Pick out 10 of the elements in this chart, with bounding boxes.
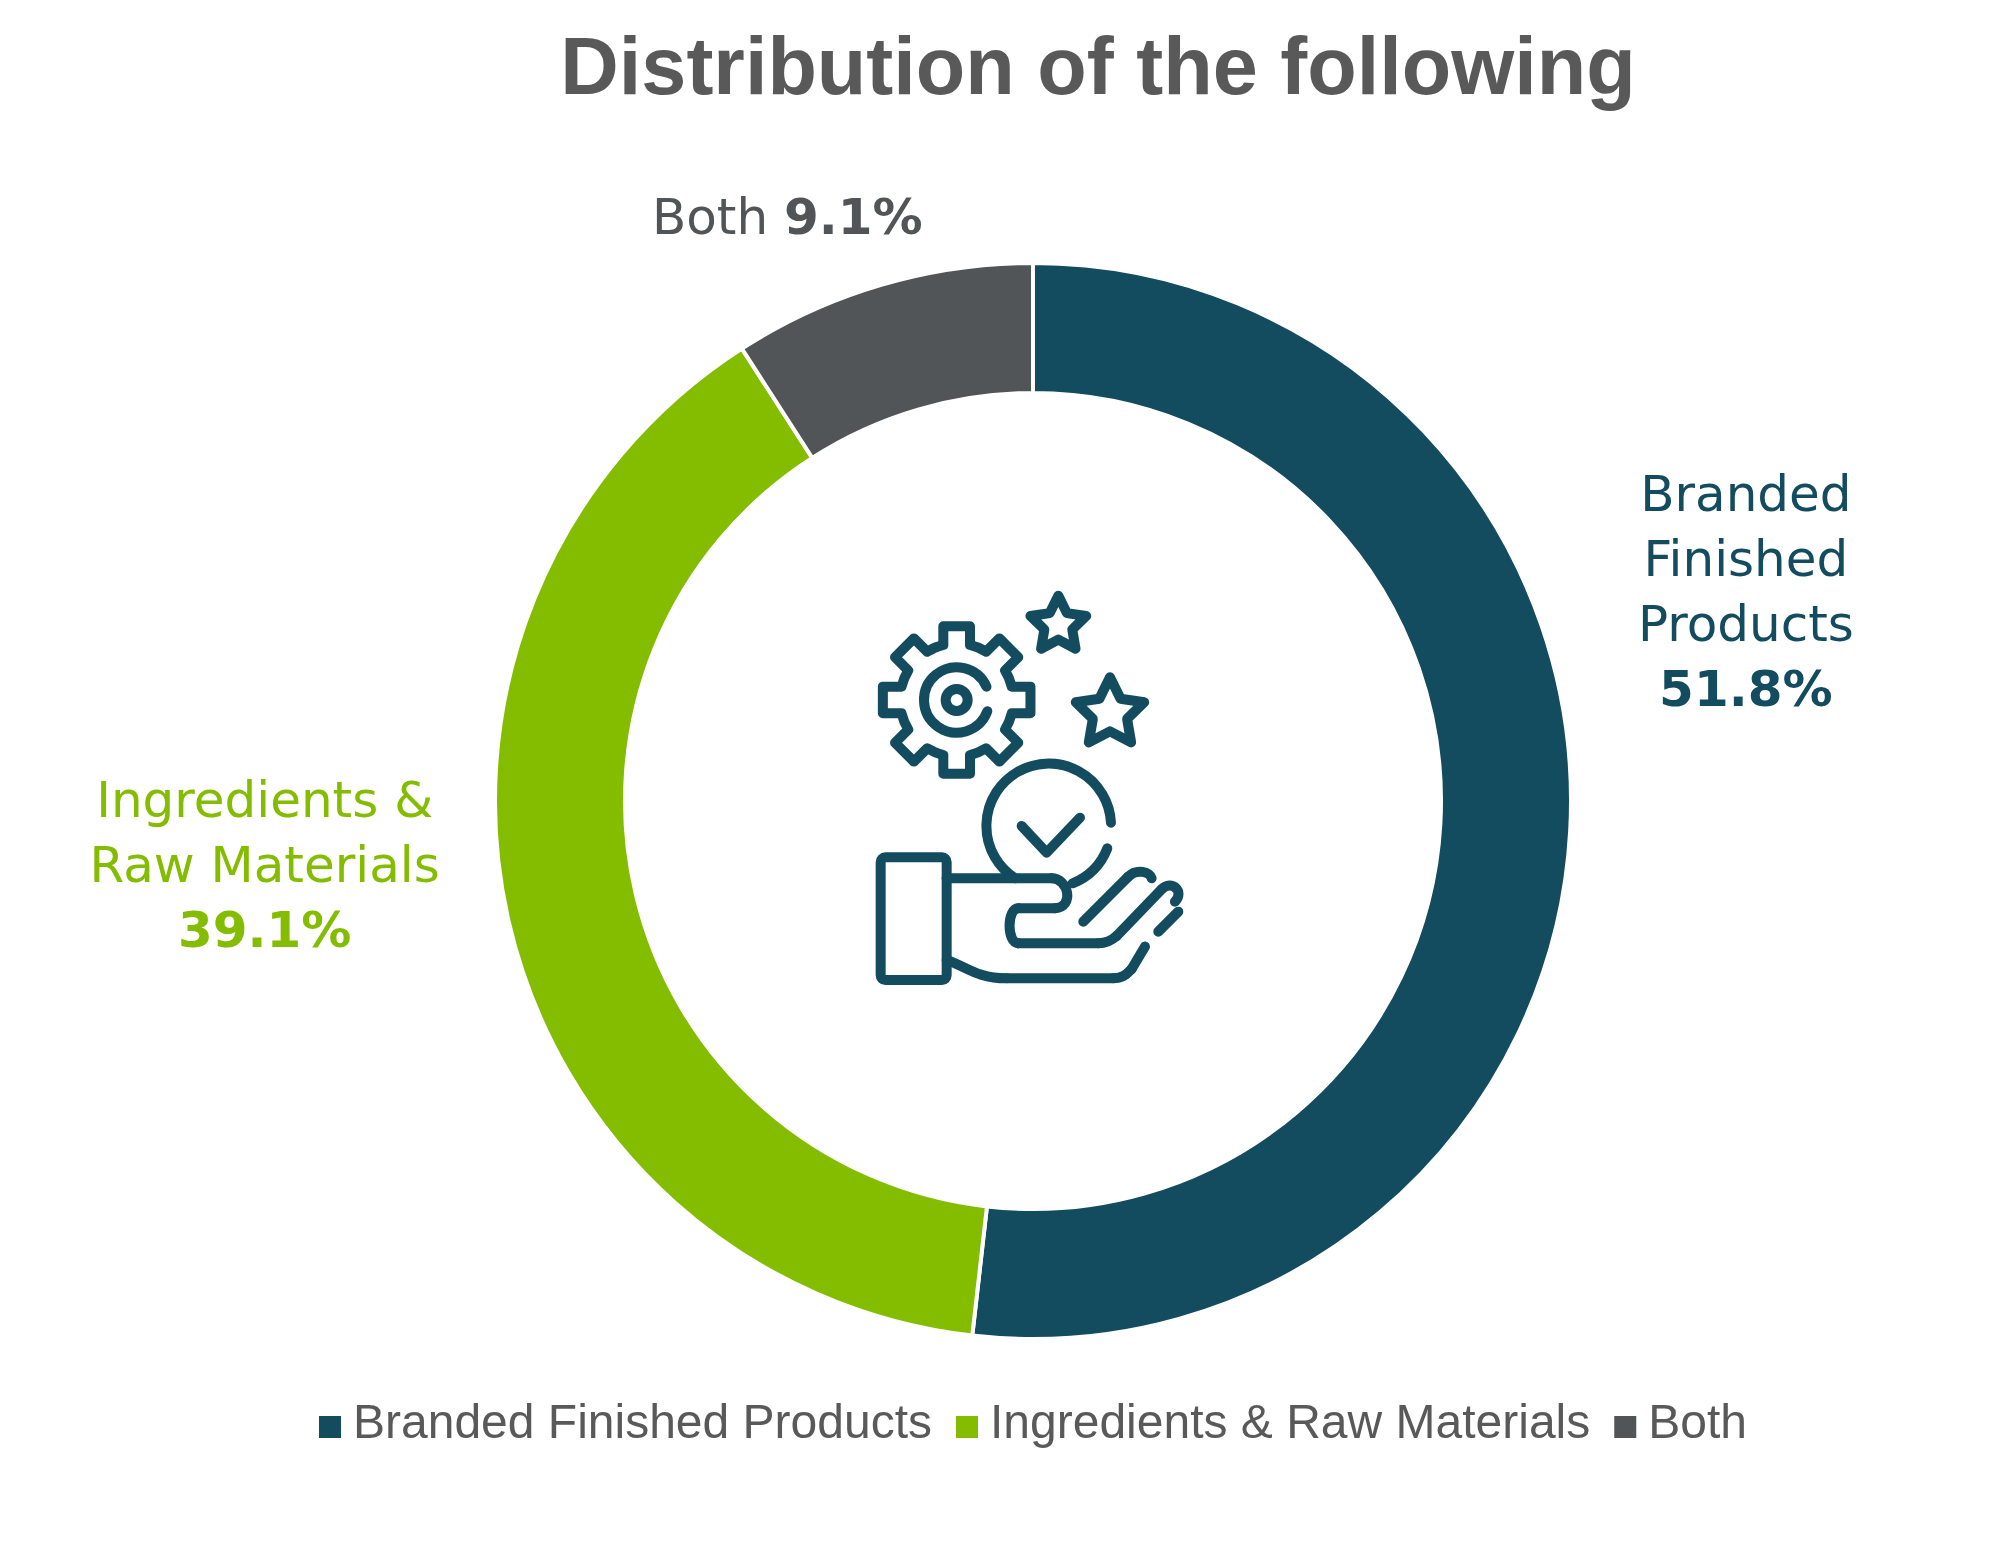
slice-label: Branded Finished Products	[1637, 465, 1854, 654]
data-label: 51.8%	[1659, 660, 1833, 719]
slice-label: Ingredients & Raw Materials	[89, 771, 440, 895]
legend-label: Both	[1648, 1395, 1748, 1448]
data-label: 9.1%	[783, 187, 923, 246]
data-label: 39.1%	[177, 901, 352, 960]
chart-title: Distribution of the following	[560, 21, 1636, 111]
legend-label: Ingredients & Raw Materials	[989, 1395, 1591, 1448]
legend-label: Branded Finished Products	[352, 1395, 932, 1448]
slice-label: Both	[651, 187, 784, 246]
